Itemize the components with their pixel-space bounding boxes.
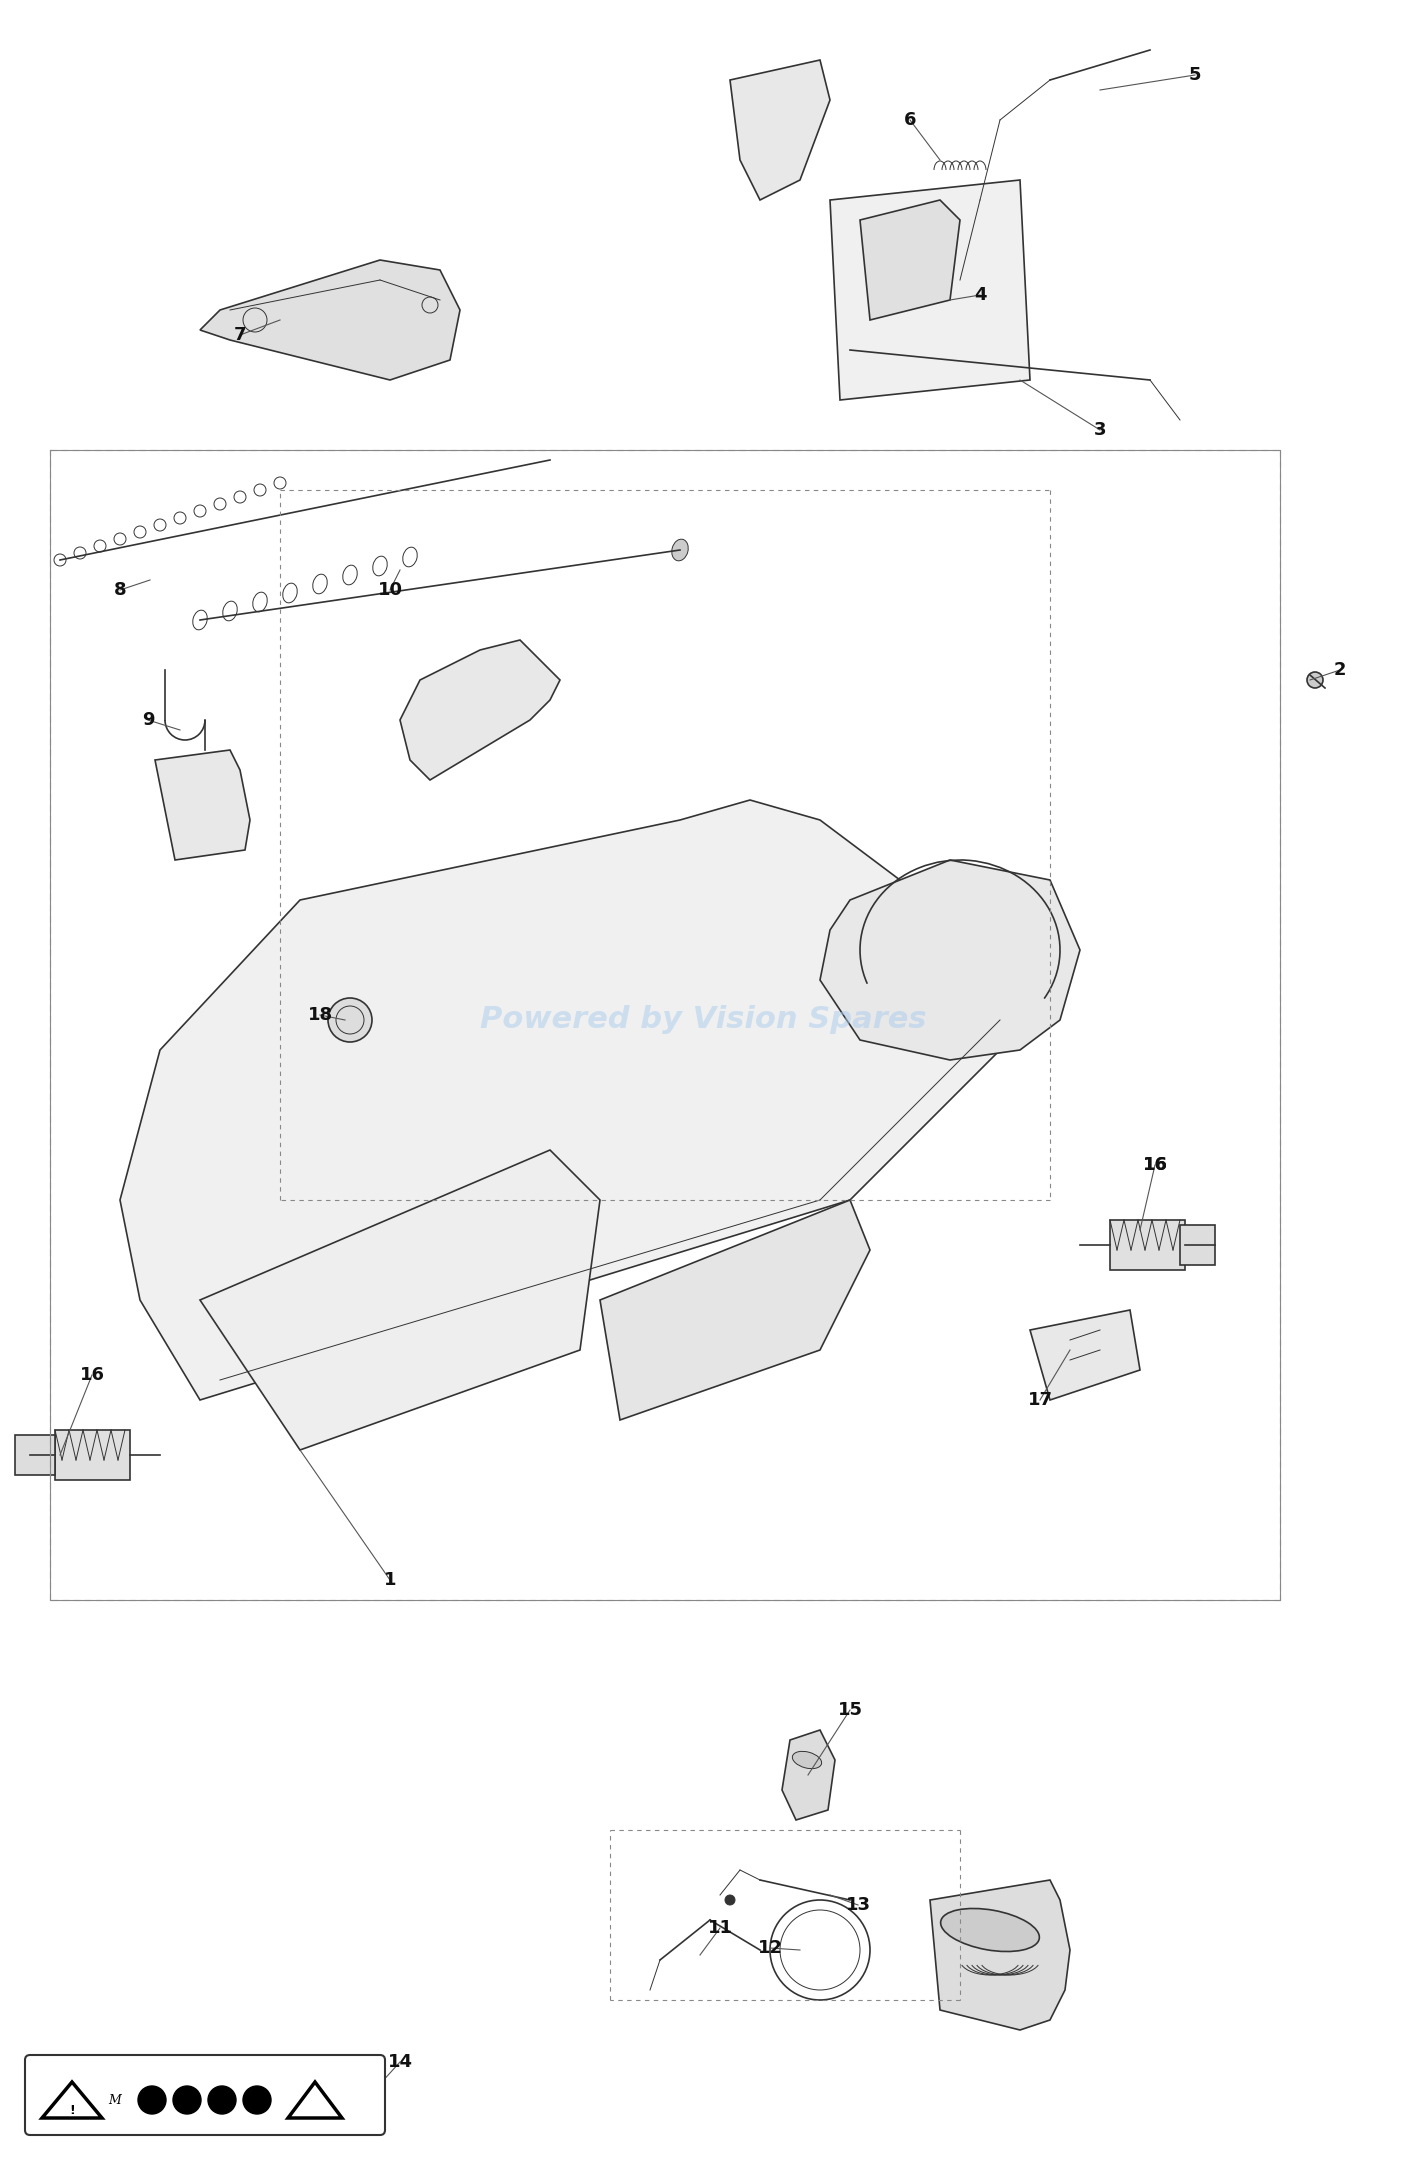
Ellipse shape xyxy=(792,1750,822,1768)
Text: 6: 6 xyxy=(903,110,916,130)
Polygon shape xyxy=(200,1150,599,1450)
Circle shape xyxy=(208,2085,236,2113)
Text: Powered by Vision Spares: Powered by Vision Spares xyxy=(480,1005,926,1035)
Circle shape xyxy=(328,998,371,1042)
Circle shape xyxy=(248,2088,273,2113)
Circle shape xyxy=(138,2085,166,2113)
Text: 10: 10 xyxy=(377,581,402,599)
Text: 2: 2 xyxy=(1334,661,1346,679)
Text: 15: 15 xyxy=(837,1701,862,1718)
Text: 14: 14 xyxy=(387,2053,412,2070)
Text: 12: 12 xyxy=(757,1938,782,1958)
Polygon shape xyxy=(55,1431,129,1480)
Polygon shape xyxy=(1030,1310,1140,1400)
Polygon shape xyxy=(1110,1221,1185,1271)
Circle shape xyxy=(177,2088,203,2113)
Polygon shape xyxy=(290,2085,340,2116)
Circle shape xyxy=(725,1895,734,1906)
Text: 4: 4 xyxy=(974,285,986,305)
Text: 7: 7 xyxy=(234,326,246,344)
Text: !: ! xyxy=(72,2096,77,2107)
Polygon shape xyxy=(42,2081,101,2118)
Text: 11: 11 xyxy=(708,1919,733,1936)
Polygon shape xyxy=(45,2085,106,2116)
Polygon shape xyxy=(730,61,830,201)
Polygon shape xyxy=(860,201,960,320)
Text: 8: 8 xyxy=(114,581,127,599)
Circle shape xyxy=(1307,672,1323,687)
Polygon shape xyxy=(830,179,1030,400)
Text: M: M xyxy=(108,2094,121,2107)
Polygon shape xyxy=(200,259,460,380)
Text: 16: 16 xyxy=(1142,1156,1168,1173)
Text: 5: 5 xyxy=(1189,67,1202,84)
Polygon shape xyxy=(599,1199,870,1420)
Circle shape xyxy=(243,2085,272,2113)
Polygon shape xyxy=(155,750,250,860)
Text: ⛑: ⛑ xyxy=(152,2094,159,2105)
FancyBboxPatch shape xyxy=(25,2055,386,2135)
Text: 3: 3 xyxy=(1093,421,1106,439)
Circle shape xyxy=(212,2088,238,2113)
Polygon shape xyxy=(15,1435,55,1476)
Polygon shape xyxy=(1180,1225,1216,1264)
Polygon shape xyxy=(120,800,1050,1400)
Text: 16: 16 xyxy=(1142,1156,1168,1173)
Text: 9: 9 xyxy=(142,711,155,728)
Text: 16: 16 xyxy=(80,1366,104,1383)
Text: 13: 13 xyxy=(846,1895,871,1915)
Polygon shape xyxy=(288,2081,342,2118)
Ellipse shape xyxy=(941,1908,1040,1951)
Polygon shape xyxy=(782,1731,834,1820)
Text: 📖: 📖 xyxy=(111,2094,120,2107)
Polygon shape xyxy=(930,1880,1069,2029)
Polygon shape xyxy=(400,640,560,780)
Circle shape xyxy=(142,2088,167,2113)
Text: 18: 18 xyxy=(308,1007,332,1024)
Text: !: ! xyxy=(69,2103,75,2116)
Text: 1: 1 xyxy=(384,1571,397,1588)
Ellipse shape xyxy=(671,540,688,562)
Circle shape xyxy=(173,2085,201,2113)
Polygon shape xyxy=(820,860,1081,1061)
Text: 17: 17 xyxy=(1027,1392,1052,1409)
